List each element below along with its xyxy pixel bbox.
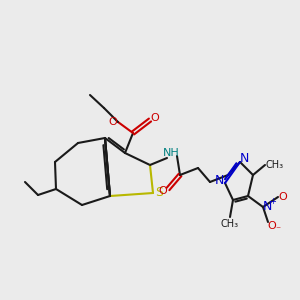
Text: ⁻: ⁻	[275, 225, 281, 235]
Text: NH: NH	[163, 148, 179, 158]
Text: O: O	[279, 192, 287, 202]
Text: CH₃: CH₃	[221, 219, 239, 229]
Text: N: N	[262, 200, 272, 214]
Text: O: O	[268, 221, 276, 231]
Text: S: S	[155, 187, 163, 200]
Text: +: +	[270, 197, 276, 206]
Text: CH₃: CH₃	[266, 160, 284, 170]
Text: O: O	[151, 113, 159, 123]
Text: N: N	[239, 152, 249, 164]
Text: O: O	[159, 186, 167, 196]
Text: O: O	[109, 117, 117, 127]
Text: N: N	[214, 175, 224, 188]
